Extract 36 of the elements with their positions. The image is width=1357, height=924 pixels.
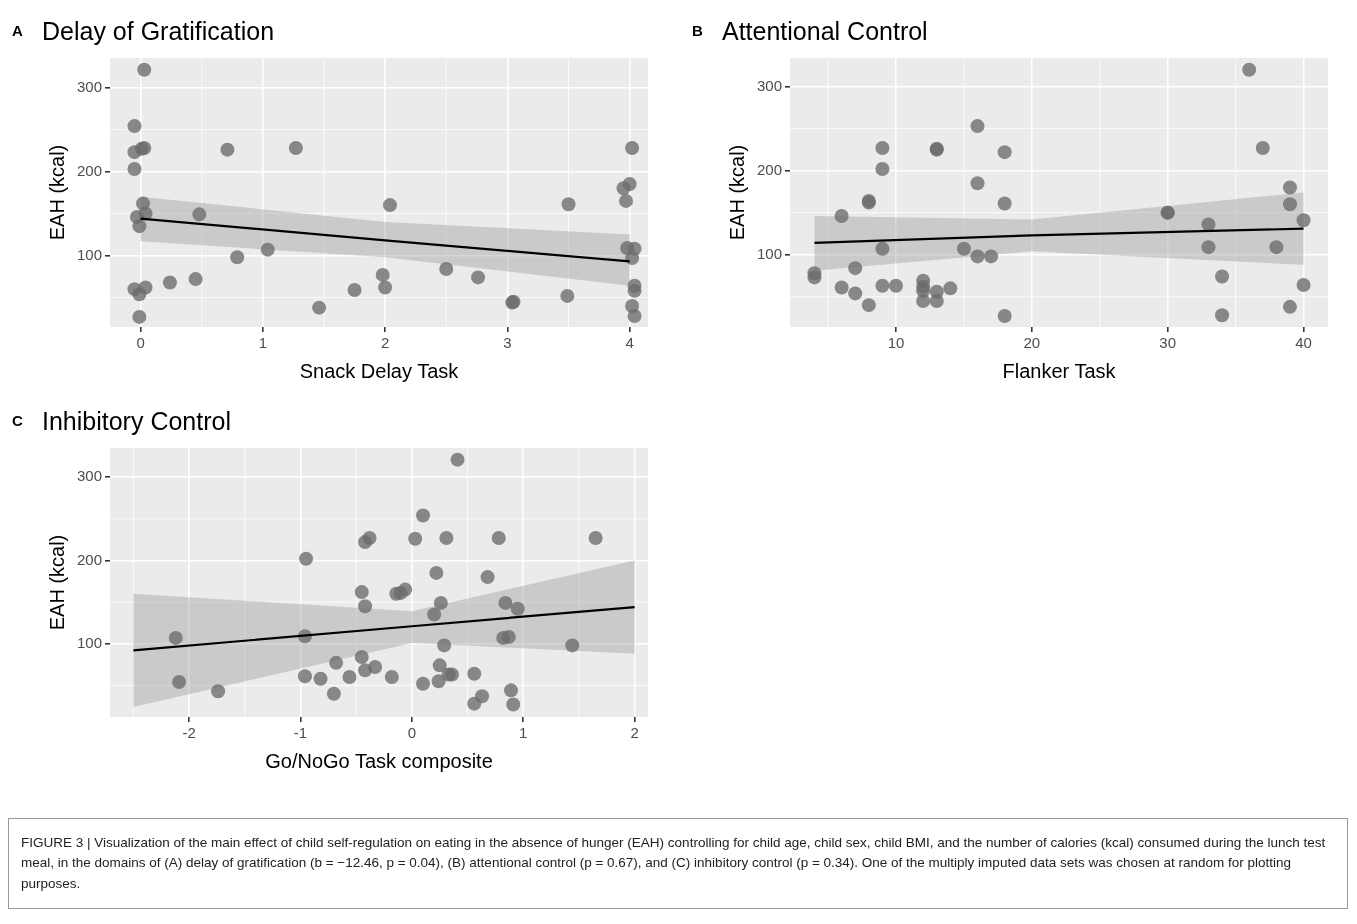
x-tick-label: 1 (258, 334, 268, 352)
x-tick-label: 2 (630, 724, 639, 742)
x-axis-title: Go/NoGo Task composite (265, 749, 493, 772)
text: B (692, 21, 703, 39)
x-tick-label: 0 (136, 334, 145, 352)
chart-title: Inhibitory Control (42, 406, 231, 435)
x-axis-title: Flanker Task (1002, 359, 1117, 382)
y-tick-label: 300 (77, 77, 103, 95)
text: C (12, 411, 23, 429)
x-tick-label: 4 (625, 334, 634, 352)
x-tick-label: 10 (887, 334, 905, 352)
y-tick-label: 200 (77, 550, 103, 568)
y-tick-label: 100 (757, 244, 783, 262)
y-axis-title: EAH (kcal) (45, 534, 68, 631)
y-tick-label: 200 (77, 161, 103, 179)
chart-title: Delay of Gratification (42, 16, 275, 45)
x-tick-label: -2 (182, 724, 196, 742)
x-tick-label: 3 (503, 334, 512, 352)
y-tick-label: 300 (757, 76, 783, 94)
x-tick-label: 2 (380, 334, 390, 352)
chart-title: Attentional Control (722, 16, 928, 45)
x-axis-title: Snack Delay Task (299, 359, 460, 382)
y-axis-title: EAH (kcal) (45, 144, 68, 241)
x-tick-label: -1 (293, 724, 308, 742)
x-tick-label: 0 (407, 724, 417, 742)
x-tick-label: 40 (1295, 334, 1312, 352)
text: A (12, 21, 23, 39)
x-tick-label: 30 (1159, 334, 1177, 352)
caption: FIGURE 3 | Visualization of the main effect of child self-regulation on eating in the absence of hunger (EAH) controlling for child age, child sex, child BMI, and the number of calories (kcal) consumed during the lunch test meal, in the domains of (A) delay of gratification (b = −12.46, p = 0.04), (B) attentional control (p = 0.67), and (C) inhibitory control (p = 0.34). One of the multiply imputed data sets was chosen at random for plotting purposes. (8, 818, 1348, 909)
y-tick-label: 300 (77, 467, 103, 485)
y-axis-title: EAH (kcal) (725, 144, 748, 241)
y-tick-label: 100 (77, 633, 103, 651)
y-tick-label: 100 (77, 245, 103, 263)
x-tick-label: 20 (1023, 334, 1041, 352)
y-tick-label: 200 (757, 160, 783, 178)
x-tick-label: 1 (519, 724, 528, 742)
